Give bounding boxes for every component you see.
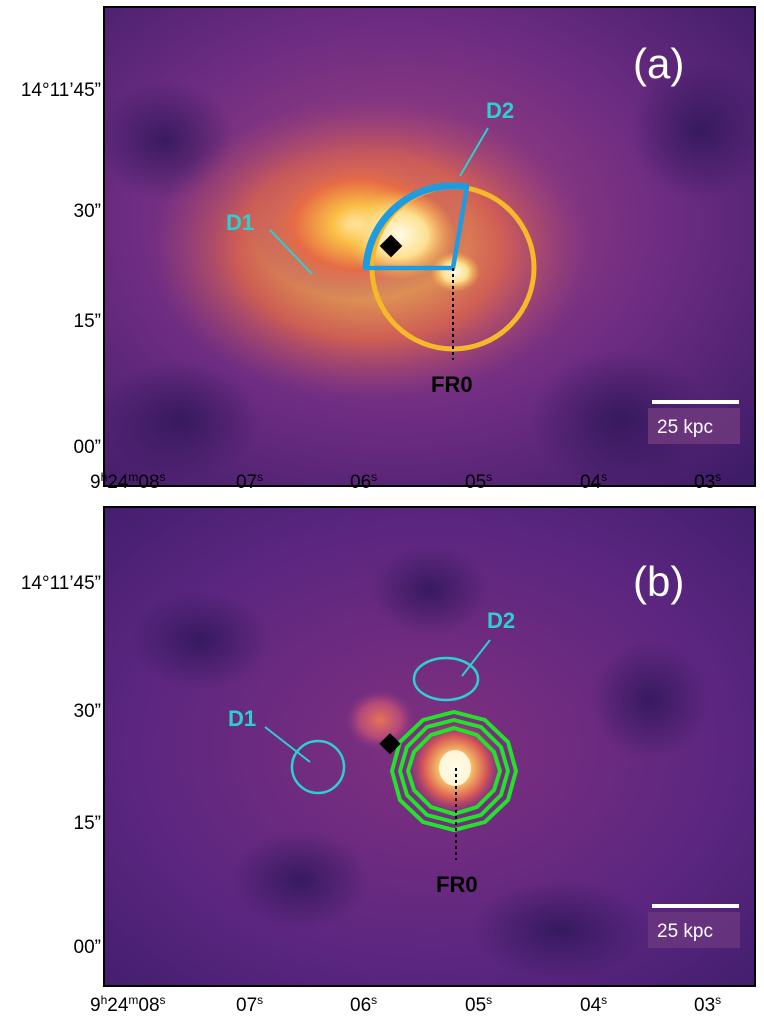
panel-b: (b) D1 D2 FR0 25 kpc	[103, 506, 756, 987]
panel-b-tag: (b)	[633, 558, 684, 605]
dec-axis-b: 14°11’45” 30” 15” 00”	[21, 573, 101, 958]
panel-b-image	[104, 507, 755, 986]
ra-axis-a: 9h24m08s 07s 06s 05s 04s 03s	[90, 470, 721, 493]
dec-tick-45: 14°11’45”	[21, 80, 101, 101]
dec-tick-30: 30”	[74, 201, 101, 222]
panel-b-scalebar-label: 25 kpc	[657, 921, 713, 942]
panel-b-fr0-label: FR0	[436, 872, 478, 897]
panel-a-scalebar: 25 kpc	[648, 400, 740, 444]
ra-tick-04: 04s	[580, 470, 607, 493]
radio-contours	[389, 709, 519, 833]
d2-leader-line-b	[461, 639, 491, 677]
ra-axis-b: 9h24m08s 07s 06s 05s 04s 03s	[90, 993, 721, 1016]
dec-tick-00: 00”	[74, 437, 101, 458]
dec-tick-45-b: 14°11’45”	[21, 573, 101, 594]
ra-tick-05: 05s	[465, 470, 492, 493]
panel-a-fr0-label: FR0	[431, 372, 473, 397]
ra-tick-06-b: 06s	[350, 993, 377, 1016]
dec-tick-15-b: 15”	[74, 813, 101, 834]
dec-tick-15: 15”	[74, 311, 101, 332]
ra-tick-03: 03s	[694, 470, 721, 493]
ra-tick-08-b: 9h24m08s	[90, 993, 166, 1016]
ra-tick-05-b: 05s	[465, 993, 492, 1016]
panel-a-d1-label: D1	[226, 210, 254, 235]
dec-tick-30-b: 30”	[74, 701, 101, 722]
ra-tick-06: 06s	[350, 470, 377, 493]
ra-tick-07: 07s	[236, 470, 263, 493]
panel-a-tag: (a)	[633, 40, 684, 87]
d1-leader-line-b	[264, 726, 311, 763]
ra-tick-08: 9h24m08s	[90, 470, 166, 493]
d2-region-ellipse	[412, 656, 480, 702]
d2-leader-line	[459, 127, 489, 177]
ra-tick-03-b: 03s	[694, 993, 721, 1016]
panel-b-scalebar: 25 kpc	[648, 904, 740, 948]
dec-axis-a: 14°11’45” 30” 15” 00”	[21, 80, 101, 458]
ra-tick-07-b: 07s	[236, 993, 263, 1016]
d1-leader-line	[269, 229, 313, 275]
panel-a-scalebar-label: 25 kpc	[657, 417, 713, 438]
d1-region-ellipse	[290, 739, 346, 795]
panel-b-d2-label: D2	[487, 608, 515, 633]
dec-tick-00-b: 00”	[74, 937, 101, 958]
panel-a-d2-label: D2	[486, 98, 514, 123]
panel-a: (a) D1 D2 FR0 25 kpc	[103, 6, 756, 487]
ra-tick-04-b: 04s	[580, 993, 607, 1016]
panel-b-d1-label: D1	[228, 706, 256, 731]
